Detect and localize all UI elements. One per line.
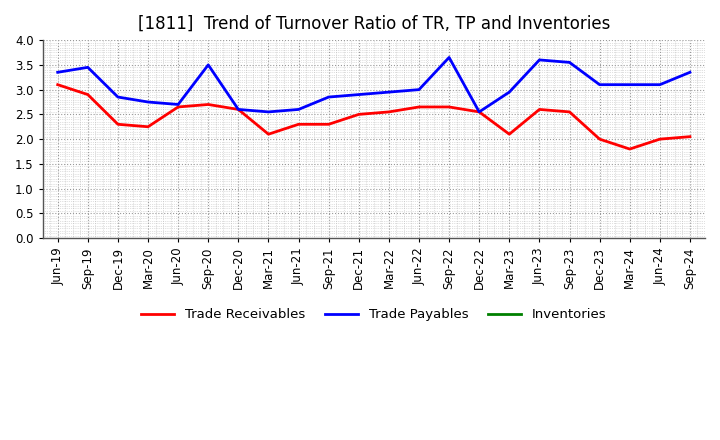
Trade Receivables [174, 104, 182, 110]
Trade Receivables [475, 109, 484, 114]
Trade Receivables [415, 104, 423, 110]
Trade Payables [535, 57, 544, 62]
Trade Receivables [234, 107, 243, 112]
Trade Receivables [84, 92, 92, 97]
Trade Payables [595, 82, 604, 87]
Trade Receivables [264, 132, 273, 137]
Trade Receivables [354, 112, 363, 117]
Trade Receivables [445, 104, 454, 110]
Trade Payables [114, 95, 122, 100]
Trade Payables [204, 62, 212, 67]
Trade Receivables [114, 121, 122, 127]
Trade Payables [384, 89, 393, 95]
Trade Payables [655, 82, 664, 87]
Trade Payables [475, 109, 484, 114]
Trade Receivables [595, 136, 604, 142]
Trade Payables [324, 95, 333, 100]
Trade Payables [84, 65, 92, 70]
Line: Trade Receivables: Trade Receivables [58, 84, 690, 149]
Trade Receivables [324, 121, 333, 127]
Trade Payables [264, 109, 273, 114]
Trade Payables [685, 70, 694, 75]
Trade Payables [565, 60, 574, 65]
Trade Receivables [685, 134, 694, 139]
Trade Payables [445, 55, 454, 60]
Trade Payables [174, 102, 182, 107]
Trade Payables [294, 107, 303, 112]
Trade Payables [234, 107, 243, 112]
Title: [1811]  Trend of Turnover Ratio of TR, TP and Inventories: [1811] Trend of Turnover Ratio of TR, TP… [138, 15, 610, 33]
Trade Payables [626, 82, 634, 87]
Trade Receivables [294, 121, 303, 127]
Legend: Trade Receivables, Trade Payables, Inventories: Trade Receivables, Trade Payables, Inven… [136, 303, 611, 326]
Trade Receivables [144, 124, 153, 129]
Trade Receivables [626, 147, 634, 152]
Trade Payables [415, 87, 423, 92]
Trade Receivables [535, 107, 544, 112]
Trade Payables [505, 89, 513, 95]
Trade Payables [53, 70, 62, 75]
Trade Payables [144, 99, 153, 105]
Trade Receivables [53, 82, 62, 87]
Trade Receivables [655, 136, 664, 142]
Trade Receivables [565, 109, 574, 114]
Line: Trade Payables: Trade Payables [58, 58, 690, 112]
Trade Receivables [204, 102, 212, 107]
Trade Payables [354, 92, 363, 97]
Trade Receivables [505, 132, 513, 137]
Trade Receivables [384, 109, 393, 114]
